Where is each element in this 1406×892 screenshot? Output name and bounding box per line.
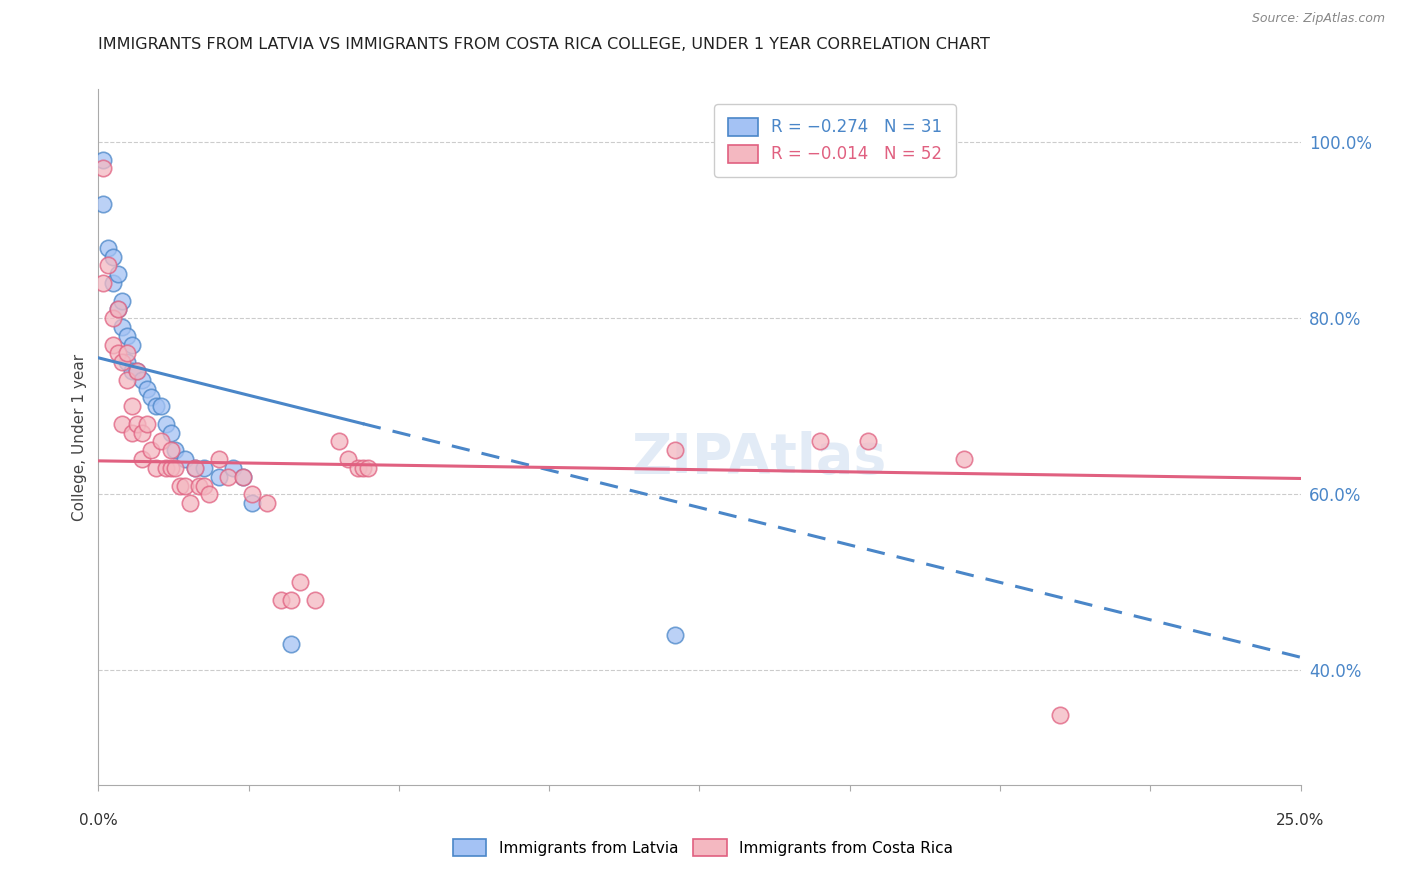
Point	[145, 399, 167, 413]
Point	[208, 469, 231, 483]
Point	[91, 161, 114, 176]
Point	[121, 337, 143, 351]
Point	[117, 328, 139, 343]
Point	[121, 399, 143, 413]
Point	[304, 593, 326, 607]
Point	[193, 461, 215, 475]
Point	[117, 346, 139, 360]
Point	[280, 637, 302, 651]
Point	[131, 373, 153, 387]
Text: ZIPAtlas: ZIPAtlas	[631, 431, 887, 485]
Point	[270, 593, 292, 607]
Point	[101, 276, 124, 290]
Point	[121, 364, 143, 378]
Point	[149, 399, 172, 413]
Point	[131, 452, 153, 467]
Point	[111, 320, 134, 334]
Point	[125, 364, 148, 378]
Point	[117, 373, 139, 387]
Point	[165, 443, 187, 458]
Point	[240, 487, 263, 501]
Point	[953, 452, 976, 467]
Point	[107, 302, 129, 317]
Point	[107, 302, 129, 317]
Point	[174, 452, 197, 467]
Point	[145, 461, 167, 475]
Point	[808, 434, 831, 449]
Point	[193, 478, 215, 492]
Point	[141, 443, 163, 458]
Point	[111, 293, 134, 308]
Point	[232, 469, 254, 483]
Point	[141, 391, 163, 405]
Point	[101, 337, 124, 351]
Point	[290, 575, 312, 590]
Y-axis label: College, Under 1 year: College, Under 1 year	[72, 353, 87, 521]
Point	[183, 461, 205, 475]
Point	[125, 364, 148, 378]
Point	[135, 382, 157, 396]
Point	[169, 478, 191, 492]
Point	[328, 434, 350, 449]
Point	[337, 452, 360, 467]
Point	[91, 153, 114, 167]
Point	[131, 425, 153, 440]
Point	[155, 461, 177, 475]
Point	[91, 196, 114, 211]
Point	[101, 311, 124, 326]
Text: 25.0%: 25.0%	[1277, 814, 1324, 828]
Point	[183, 461, 205, 475]
Point	[165, 461, 187, 475]
Point	[91, 276, 114, 290]
Point	[280, 593, 302, 607]
Point	[117, 355, 139, 369]
Point	[149, 434, 172, 449]
Point	[159, 425, 181, 440]
Point	[179, 496, 201, 510]
Point	[174, 478, 197, 492]
Legend: Immigrants from Latvia, Immigrants from Costa Rica: Immigrants from Latvia, Immigrants from …	[447, 833, 959, 862]
Point	[159, 461, 181, 475]
Point	[856, 434, 879, 449]
Point	[232, 469, 254, 483]
Point	[664, 628, 686, 642]
Point	[1049, 707, 1071, 722]
Point	[97, 241, 120, 255]
Point	[222, 461, 245, 475]
Point	[198, 487, 221, 501]
Point	[155, 417, 177, 431]
Point	[240, 496, 263, 510]
Point	[664, 443, 686, 458]
Point	[352, 461, 374, 475]
Point	[217, 469, 239, 483]
Point	[97, 258, 120, 272]
Point	[208, 452, 231, 467]
Text: Source: ZipAtlas.com: Source: ZipAtlas.com	[1251, 12, 1385, 25]
Point	[188, 478, 211, 492]
Point	[101, 250, 124, 264]
Point	[347, 461, 370, 475]
Point	[107, 346, 129, 360]
Point	[135, 417, 157, 431]
Point	[159, 443, 181, 458]
Text: 0.0%: 0.0%	[79, 814, 118, 828]
Point	[107, 267, 129, 281]
Legend: R = −0.274   N = 31, R = −0.014   N = 52: R = −0.274 N = 31, R = −0.014 N = 52	[714, 104, 956, 177]
Point	[125, 417, 148, 431]
Text: IMMIGRANTS FROM LATVIA VS IMMIGRANTS FROM COSTA RICA COLLEGE, UNDER 1 YEAR CORRE: IMMIGRANTS FROM LATVIA VS IMMIGRANTS FRO…	[98, 37, 990, 52]
Point	[111, 355, 134, 369]
Point	[111, 417, 134, 431]
Point	[121, 425, 143, 440]
Point	[256, 496, 278, 510]
Point	[357, 461, 380, 475]
